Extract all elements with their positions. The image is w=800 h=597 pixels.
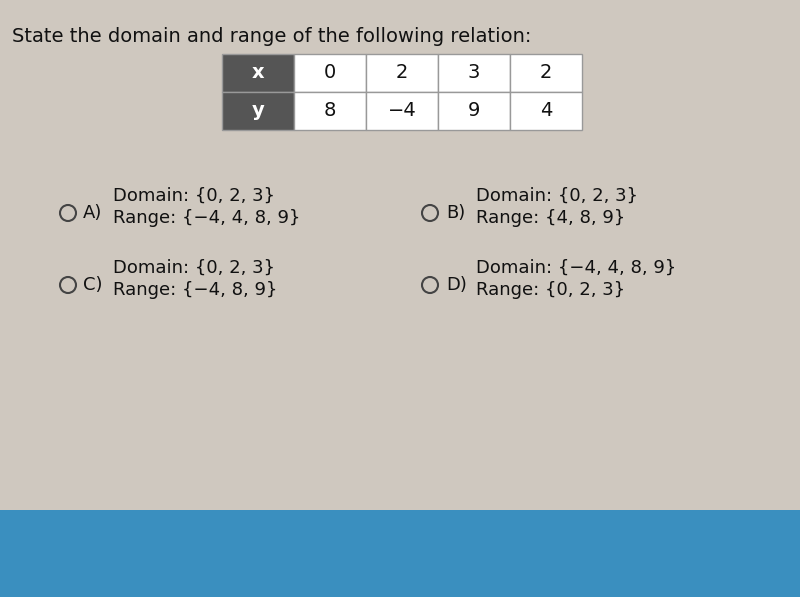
Text: 9: 9 (468, 101, 480, 121)
Text: 2: 2 (540, 63, 552, 82)
Text: Domain: {0, 2, 3}: Domain: {0, 2, 3} (476, 187, 638, 205)
FancyBboxPatch shape (438, 54, 510, 92)
FancyBboxPatch shape (294, 54, 366, 92)
Text: 4: 4 (540, 101, 552, 121)
FancyBboxPatch shape (294, 92, 366, 130)
Text: 0: 0 (324, 63, 336, 82)
FancyBboxPatch shape (510, 54, 582, 92)
Text: −4: −4 (388, 101, 416, 121)
FancyBboxPatch shape (222, 54, 294, 92)
FancyBboxPatch shape (366, 92, 438, 130)
Text: x: x (252, 63, 264, 82)
Text: 2: 2 (396, 63, 408, 82)
FancyBboxPatch shape (222, 92, 294, 130)
Text: C): C) (83, 276, 102, 294)
Text: A): A) (83, 204, 102, 222)
FancyBboxPatch shape (366, 54, 438, 92)
FancyBboxPatch shape (0, 510, 800, 597)
Text: Domain: {0, 2, 3}: Domain: {0, 2, 3} (113, 187, 275, 205)
FancyBboxPatch shape (438, 92, 510, 130)
Text: D): D) (446, 276, 467, 294)
Text: State the domain and range of the following relation:: State the domain and range of the follow… (12, 27, 531, 46)
Text: Domain: {0, 2, 3}: Domain: {0, 2, 3} (113, 259, 275, 277)
Text: 3: 3 (468, 63, 480, 82)
Text: 8: 8 (324, 101, 336, 121)
Text: Range: {4, 8, 9}: Range: {4, 8, 9} (476, 209, 626, 227)
Text: Range: {−4, 8, 9}: Range: {−4, 8, 9} (113, 281, 278, 299)
Text: B): B) (446, 204, 466, 222)
Text: Range: {−4, 4, 8, 9}: Range: {−4, 4, 8, 9} (113, 209, 300, 227)
Text: Domain: {−4, 4, 8, 9}: Domain: {−4, 4, 8, 9} (476, 259, 676, 277)
Text: y: y (252, 101, 264, 121)
Text: Range: {0, 2, 3}: Range: {0, 2, 3} (476, 281, 625, 299)
FancyBboxPatch shape (510, 92, 582, 130)
